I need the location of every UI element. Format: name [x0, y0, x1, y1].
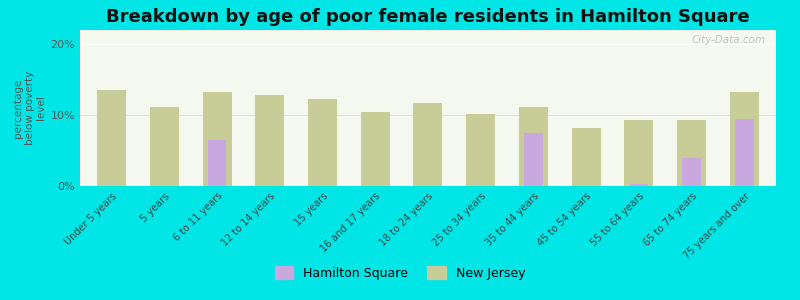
Bar: [308, 99, 337, 186]
Bar: [466, 114, 495, 186]
Bar: [630, 184, 648, 186]
Bar: [735, 118, 754, 186]
Title: Breakdown by age of poor female residents in Hamilton Square: Breakdown by age of poor female resident…: [106, 8, 750, 26]
Bar: [97, 90, 126, 186]
Bar: [414, 103, 442, 186]
Bar: [208, 140, 226, 186]
Bar: [682, 158, 701, 186]
Bar: [572, 128, 601, 186]
Y-axis label: percentage
below poverty
level: percentage below poverty level: [13, 71, 46, 145]
Bar: [677, 120, 706, 186]
Legend: Hamilton Square, New Jersey: Hamilton Square, New Jersey: [274, 266, 526, 280]
Bar: [730, 92, 759, 186]
Bar: [150, 106, 179, 186]
Bar: [255, 95, 284, 186]
Bar: [524, 133, 542, 186]
Bar: [361, 112, 390, 186]
Bar: [202, 92, 231, 186]
Bar: [519, 106, 548, 186]
Bar: [625, 120, 654, 186]
Text: City-Data.com: City-Data.com: [691, 35, 766, 45]
